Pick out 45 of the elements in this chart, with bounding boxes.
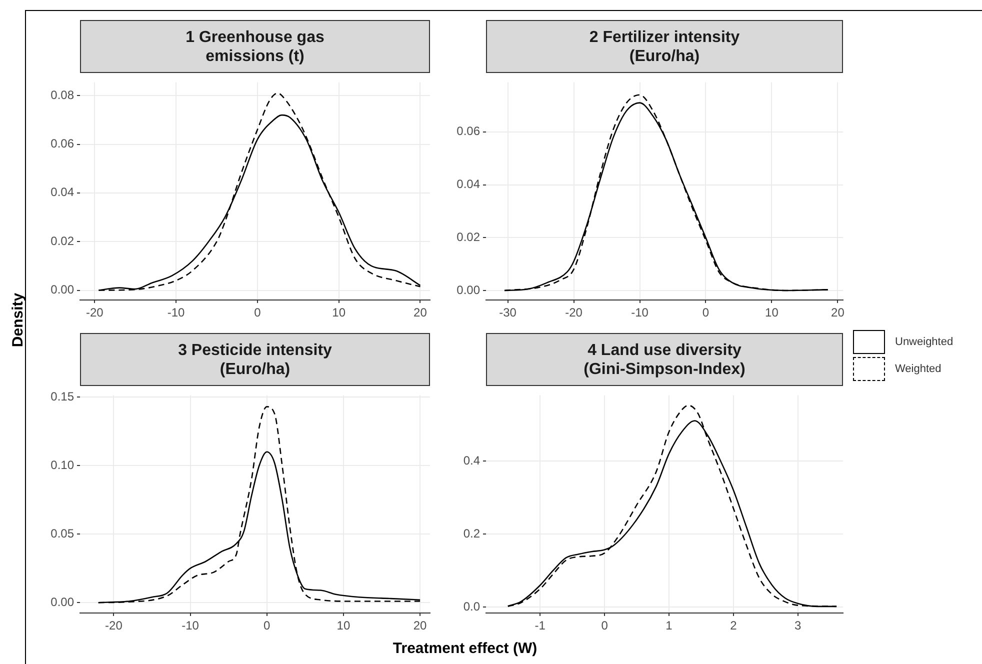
y-tick-label: 0.05: [50, 526, 74, 540]
x-tick-label: -20: [105, 618, 123, 633]
y-tick-label: 0.00: [50, 594, 74, 609]
x-tick-label: 2: [730, 618, 738, 633]
x-tick-label: 20: [414, 306, 428, 320]
x-tick-label: 20: [413, 618, 428, 633]
x-tick-label: 0: [702, 306, 710, 320]
y-tick-label: 0.2: [463, 526, 480, 540]
x-tick-label: 0: [254, 306, 262, 320]
x-tick-label: 10: [765, 306, 779, 320]
y-tick-label: 0.08: [50, 88, 74, 102]
chart-title: 1 Greenhouse gas emissions (t): [184, 28, 326, 66]
x-tick-label: 0: [601, 618, 608, 633]
y-tick-label: 0.04: [456, 177, 480, 192]
x-tick-label: 20: [831, 306, 845, 320]
y-tick-label: 0.06: [50, 136, 74, 151]
x-tick-label: 10: [336, 618, 350, 633]
x-tick-label: -20: [565, 306, 583, 320]
x-tick-label: -20: [86, 306, 104, 320]
x-tick-label: -30: [499, 306, 517, 320]
chart-title: 3 Pesticide intensity (Euro/ha): [177, 340, 333, 378]
legend-label: Weighted: [895, 362, 942, 374]
chart-title: 4 Land use diversity (Gini-Simpson-Index): [582, 340, 746, 378]
y-tick-label: 0.06: [456, 124, 480, 138]
x-tick-label: -10: [167, 306, 186, 320]
x-axis-title: Treatment effect (W): [392, 640, 538, 657]
y-tick-label: 0.15: [50, 389, 74, 404]
y-tick-label: 0.04: [50, 185, 74, 200]
y-tick-label: 0.4: [463, 453, 480, 468]
x-tick-label: -1: [534, 618, 546, 633]
chart-title: 2 Fertilizer intensity (Euro/ha): [588, 28, 741, 66]
y-tick-label: 0.10: [50, 458, 74, 472]
x-tick-label: 0: [264, 618, 271, 633]
y-tick-label: 0.02: [456, 230, 480, 244]
x-tick-label: 10: [332, 306, 346, 320]
y-tick-label: 0.00: [456, 282, 480, 297]
legend-label: Unweighted: [895, 336, 954, 348]
y-axis-title: Density: [10, 292, 26, 348]
y-tick-label: 0.0: [463, 599, 480, 614]
y-tick-label: 0.02: [50, 234, 74, 248]
x-tick-label: 3: [794, 618, 802, 633]
x-tick-label: 1: [666, 618, 673, 633]
x-tick-label: -10: [182, 618, 200, 633]
x-tick-label: -10: [631, 306, 649, 320]
y-tick-label: 0.00: [50, 282, 74, 297]
